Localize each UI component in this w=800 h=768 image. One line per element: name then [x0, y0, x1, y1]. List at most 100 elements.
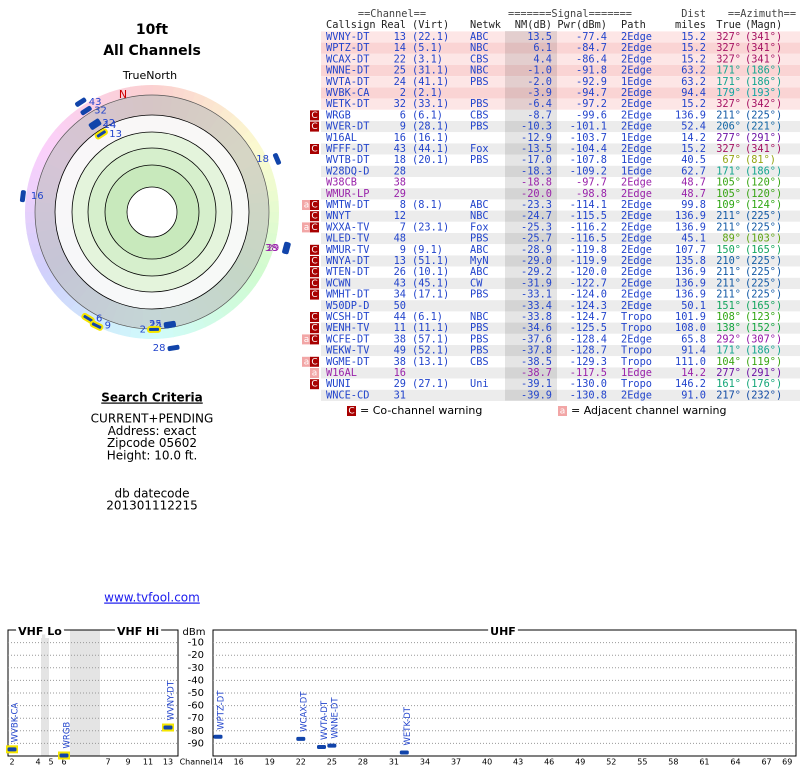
- table-cell: -8.7: [527, 109, 552, 121]
- table-cell: (176°): [745, 378, 782, 390]
- row-background: [321, 165, 800, 177]
- table-cell: 1Edge: [621, 165, 652, 177]
- y-tick-label: -10: [188, 638, 204, 649]
- x-tick-label: 34: [420, 758, 430, 767]
- table-cell: (16.1): [412, 132, 449, 144]
- table-cell: 327°: [716, 31, 741, 43]
- table-cell: 171°: [716, 65, 741, 77]
- table-cell: 136.9: [675, 266, 706, 278]
- table-cell: 136.9: [675, 277, 706, 289]
- table-cell: -39.9: [521, 389, 552, 401]
- warning-letter: C: [311, 245, 317, 255]
- table-cell: -107.8: [570, 154, 607, 166]
- table-cell: 136.9: [675, 289, 706, 301]
- table-cell: 136.9: [675, 109, 706, 121]
- table-cell: (51.1): [412, 255, 449, 267]
- table-cell: WVTA-DT: [326, 76, 369, 88]
- warning-letter: C: [311, 380, 317, 390]
- table-cell: 327°: [716, 143, 741, 155]
- table-cell: 210°: [716, 255, 741, 267]
- station-name: WPTZ-DT: [217, 690, 227, 730]
- table-cell: 277°: [716, 367, 741, 379]
- table-cell: (342°): [745, 98, 782, 110]
- table-cell: Fox: [470, 143, 489, 155]
- table-cell: WVER-DT: [326, 121, 369, 133]
- warning-letter: C: [311, 122, 317, 132]
- table-cell: (9.1): [412, 244, 443, 256]
- table-cell: 101.9: [675, 311, 706, 323]
- warning-letter: C: [311, 201, 317, 211]
- table-cell: (10.1): [412, 266, 449, 278]
- table-cell: -28.9: [521, 244, 552, 256]
- table-cell: 34: [394, 289, 406, 301]
- warning-letter: C: [311, 268, 317, 278]
- table-cell: 1Edge: [621, 76, 652, 88]
- table-cell: (186°): [745, 65, 782, 77]
- x-tick-label: 55: [637, 758, 647, 767]
- table-cell: (3.1): [412, 53, 443, 65]
- table-cell: 9: [400, 121, 406, 133]
- table-cell: WNNE-DT: [326, 65, 369, 77]
- table-cell: WVBK-CA: [326, 87, 370, 99]
- warning-letter: a: [304, 201, 310, 211]
- station-label: 32: [94, 106, 107, 117]
- warning-letter: C: [311, 335, 317, 345]
- table-cell: -33.8: [521, 311, 552, 323]
- table-cell: 91.4: [681, 345, 706, 357]
- table-cell: (17.1): [412, 289, 449, 301]
- x-tick-label: 46: [544, 758, 554, 767]
- table-cell: 13: [394, 255, 406, 267]
- criteria-line: CURRENT+PENDING: [91, 412, 214, 426]
- table-cell: 171°: [716, 345, 741, 357]
- table-cell: 38: [394, 333, 406, 345]
- table-cell: 62.7: [681, 165, 706, 177]
- table-cell: 2Edge: [621, 177, 652, 189]
- table-cell: (291°): [745, 367, 782, 379]
- station-name: WVTA-DT: [320, 700, 330, 740]
- table-cell: WCAX-DT: [326, 53, 369, 65]
- table-cell: -37.6: [521, 333, 552, 345]
- table-cell: 1Edge: [621, 154, 652, 166]
- table-cell: (45.1): [412, 277, 449, 289]
- table-cell: -13.5: [521, 143, 552, 155]
- row-background: [321, 53, 800, 65]
- table-cell: 14.2: [681, 132, 706, 144]
- warning-icon: [310, 334, 319, 345]
- table-cell: (13.1): [412, 356, 449, 368]
- station-level: [7, 747, 17, 752]
- table-cell: (120°): [745, 188, 782, 200]
- report-title: 10ft: [136, 22, 169, 38]
- table-cell: 211°: [716, 210, 741, 222]
- table-cell: (186°): [745, 76, 782, 88]
- x-tick-label: 22: [296, 758, 306, 767]
- table-cell: 29: [394, 378, 406, 390]
- warning-icon: [310, 323, 319, 334]
- row-background: [321, 199, 800, 211]
- column-header: (Virt): [412, 19, 449, 31]
- station-label: 16: [31, 191, 44, 202]
- table-cell: Fox: [470, 221, 489, 233]
- column-header: True: [716, 19, 741, 31]
- site-link[interactable]: www.tvfool.com: [104, 591, 200, 605]
- table-cell: -2.0: [527, 76, 552, 88]
- table-cell: W16AL: [326, 367, 357, 379]
- datecode: 201301112215: [106, 499, 198, 513]
- row-background: [321, 154, 800, 166]
- table-cell: -38.5: [521, 356, 552, 368]
- column-header: Real: [381, 19, 406, 31]
- table-cell: 48.7: [681, 188, 706, 200]
- table-cell: 16: [394, 132, 406, 144]
- table-cell: W28DQ-D: [326, 165, 369, 177]
- table-cell: 99.8: [681, 199, 706, 211]
- table-cell: 32: [394, 98, 406, 110]
- legend-icon: [558, 406, 567, 416]
- row-background: [321, 109, 800, 121]
- table-cell: 31: [394, 389, 406, 401]
- table-cell: (5.1): [412, 42, 443, 54]
- table-cell: -77.4: [576, 31, 607, 43]
- table-cell: 2Edge: [621, 121, 652, 133]
- table-cell: -130.8: [570, 389, 607, 401]
- station-level: [296, 736, 306, 741]
- table-cell: W38CB: [326, 177, 357, 189]
- y-tick-label: -80: [188, 726, 204, 737]
